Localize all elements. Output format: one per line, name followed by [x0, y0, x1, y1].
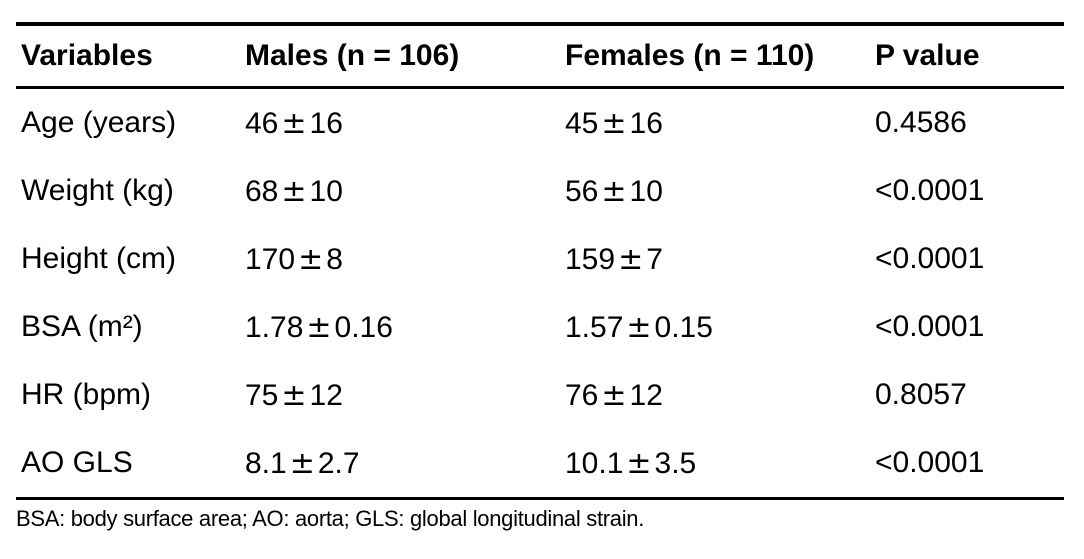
- value-sd: 0.15: [654, 310, 713, 344]
- value-mean: 75: [245, 378, 279, 412]
- plus-minus-symbol: ±: [306, 309, 332, 345]
- variable-cell: Age (years): [21, 106, 177, 139]
- plus-minus-symbol: ±: [289, 445, 315, 481]
- plus-minus-symbol: ±: [281, 105, 307, 141]
- value-sd: 3.5: [654, 446, 697, 480]
- table-footnote: BSA: body surface area; AO: aorta; GLS: …: [16, 506, 645, 531]
- males-cell: 46 ±16: [245, 88, 565, 158]
- value-mean: 1.78: [245, 310, 304, 344]
- value-sd: 2.7: [317, 446, 360, 480]
- value-sd: 12: [309, 378, 343, 412]
- pvalue-cell: <0.0001: [875, 242, 985, 275]
- females-cell: 10.1 ±3.5: [565, 429, 875, 499]
- table-row: Height (cm) 170 ±8 159 ±7 <0.0001: [16, 225, 1064, 293]
- males-cell: 8.1 ±2.7: [245, 429, 565, 499]
- col-header-pvalue: P value: [875, 24, 1064, 89]
- plus-minus-symbol: ±: [618, 241, 644, 277]
- value-mean: 46: [245, 106, 279, 140]
- value-mean: 68: [245, 174, 279, 208]
- pvalue-cell: <0.0001: [875, 174, 985, 207]
- males-cell: 75 ±12: [245, 361, 565, 429]
- value-sd: 8: [326, 242, 343, 276]
- value-mean: 170: [245, 242, 296, 276]
- females-cell: 159 ±7: [565, 225, 875, 293]
- variable-cell: HR (bpm): [21, 378, 152, 411]
- variable-cell: BSA (m²): [21, 310, 143, 343]
- value-sd: 0.16: [334, 310, 393, 344]
- col-header-females: Females (n = 110): [565, 24, 875, 89]
- value-mean: 1.57: [565, 310, 624, 344]
- header-row: Variables Males (n = 106) Females (n = 1…: [16, 24, 1064, 89]
- value-sd: 7: [646, 242, 663, 276]
- pvalue-cell: 0.4586: [875, 106, 967, 139]
- value-mean: 10.1: [565, 446, 624, 480]
- value-mean: 159: [565, 242, 616, 276]
- plus-minus-symbol: ±: [281, 173, 307, 209]
- value-mean: 8.1: [245, 446, 287, 480]
- plus-minus-symbol: ±: [298, 241, 324, 277]
- plus-minus-symbol: ±: [626, 309, 652, 345]
- pvalue-cell: <0.0001: [875, 446, 985, 479]
- variable-cell: AO GLS: [21, 446, 133, 479]
- col-header-males: Males (n = 106): [245, 24, 565, 89]
- plus-minus-symbol: ±: [601, 173, 627, 209]
- plus-minus-symbol: ±: [281, 377, 307, 413]
- pvalue-cell: <0.0001: [875, 310, 985, 343]
- col-header-variables: Variables: [16, 24, 245, 89]
- females-cell: 76 ±12: [565, 361, 875, 429]
- plus-minus-symbol: ±: [601, 105, 627, 141]
- males-cell: 170 ±8: [245, 225, 565, 293]
- females-cell: 56 ±10: [565, 157, 875, 225]
- table-row: Weight (kg) 68 ±10 56 ±10 <0.0001: [16, 157, 1064, 225]
- value-mean: 76: [565, 378, 599, 412]
- females-cell: 45 ±16: [565, 88, 875, 158]
- males-cell: 68 ±10: [245, 157, 565, 225]
- value-sd: 10: [309, 174, 343, 208]
- table-row: HR (bpm) 75 ±12 76 ±12 0.8057: [16, 361, 1064, 429]
- males-cell: 1.78 ±0.16: [245, 293, 565, 361]
- value-sd: 12: [629, 378, 663, 412]
- value-mean: 56: [565, 174, 599, 208]
- variable-cell: Height (cm): [21, 242, 177, 275]
- stats-table: Variables Males (n = 106) Females (n = 1…: [16, 22, 1064, 500]
- value-sd: 10: [629, 174, 663, 208]
- plus-minus-symbol: ±: [601, 377, 627, 413]
- value-mean: 45: [565, 106, 599, 140]
- table-row: BSA (m²) 1.78 ±0.16 1.57 ±0.15 <0.0001: [16, 293, 1064, 361]
- table-row: AO GLS 8.1 ±2.7 10.1 ±3.5 <0.0001: [16, 429, 1064, 499]
- females-cell: 1.57 ±0.15: [565, 293, 875, 361]
- value-sd: 16: [629, 106, 663, 140]
- pvalue-cell: 0.8057: [875, 378, 967, 411]
- value-sd: 16: [309, 106, 343, 140]
- table-row: Age (years) 46 ±16 45 ±16 0.4586: [16, 88, 1064, 158]
- variable-cell: Weight (kg): [21, 174, 174, 207]
- plus-minus-symbol: ±: [626, 445, 652, 481]
